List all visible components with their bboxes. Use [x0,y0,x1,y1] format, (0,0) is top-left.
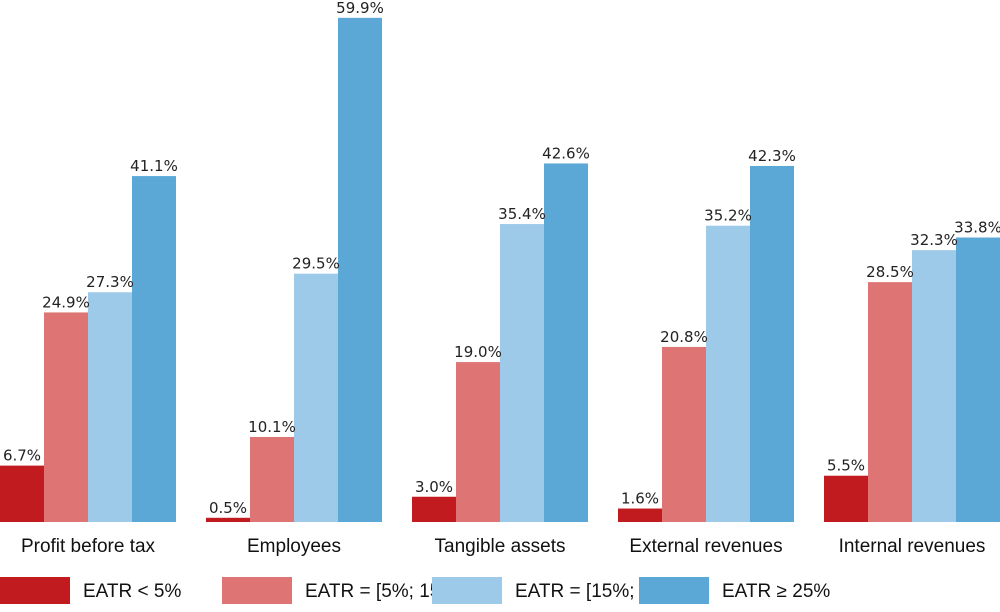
category-labels-layer: Profit before tax Employees Tangible asset… [21,536,985,557]
data-label: 28.5% [866,263,914,281]
data-label: 42.6% [542,144,590,162]
legend-swatch [222,577,292,604]
data-label: 32.3% [910,231,958,249]
data-label: 35.4% [498,205,546,223]
data-label: 5.5% [827,457,865,475]
bar [250,436,294,522]
data-label: 6.7% [3,447,41,465]
legend-label: EATR = [5%; 15%) [305,581,464,602]
data-label: 0.5% [209,499,247,517]
bar [956,237,1000,522]
bar [88,292,132,522]
bar [500,224,544,523]
data-label: 3.0% [415,478,453,496]
bar [662,346,706,522]
data-label: 19.0% [454,343,502,361]
data-label: 20.8% [660,328,708,346]
bars-layer [0,17,1000,523]
bar [206,517,250,522]
bar [544,163,588,522]
legend-swatch [0,577,70,604]
data-label: 27.3% [86,273,134,291]
category-label: External revenues [629,536,782,557]
category-label: Employees [247,536,341,557]
legend: EATR < 5% EATR = [5%; 15%) EATR = [15%; 25… [0,577,830,604]
bar [412,496,456,522]
bar [618,508,662,522]
bar [338,17,382,522]
bar [456,362,500,522]
bar [132,176,176,522]
data-label: 29.5% [292,255,340,273]
category-label: Tangible assets [435,536,566,557]
legend-swatch [432,577,502,604]
data-label: 42.3% [748,147,796,165]
category-label: Internal revenues [839,536,986,557]
data-label: 41.1% [130,157,178,175]
legend-swatch [639,577,709,604]
bar [750,165,794,522]
data-label: 24.9% [42,293,90,311]
data-label: 33.8% [954,219,1000,237]
data-label: 35.2% [704,207,752,225]
bar [706,225,750,522]
data-label: 59.9% [336,0,384,17]
bar [0,465,44,522]
bar [868,282,912,522]
bar [294,273,338,522]
bar [44,312,88,522]
data-label: 1.6% [621,490,659,508]
bar [912,250,956,522]
category-label: Profit before tax [21,536,156,557]
bar [824,475,868,522]
legend-label: EATR ≥ 25% [722,581,830,602]
bar-labels-layer: 6.7% 24.9% 27.3% 41.1% 0.5% 10.1% 29.5% 59.9% 3.… [3,0,1000,517]
data-label: 10.1% [248,418,296,436]
legend-label: EATR < 5% [83,581,181,602]
